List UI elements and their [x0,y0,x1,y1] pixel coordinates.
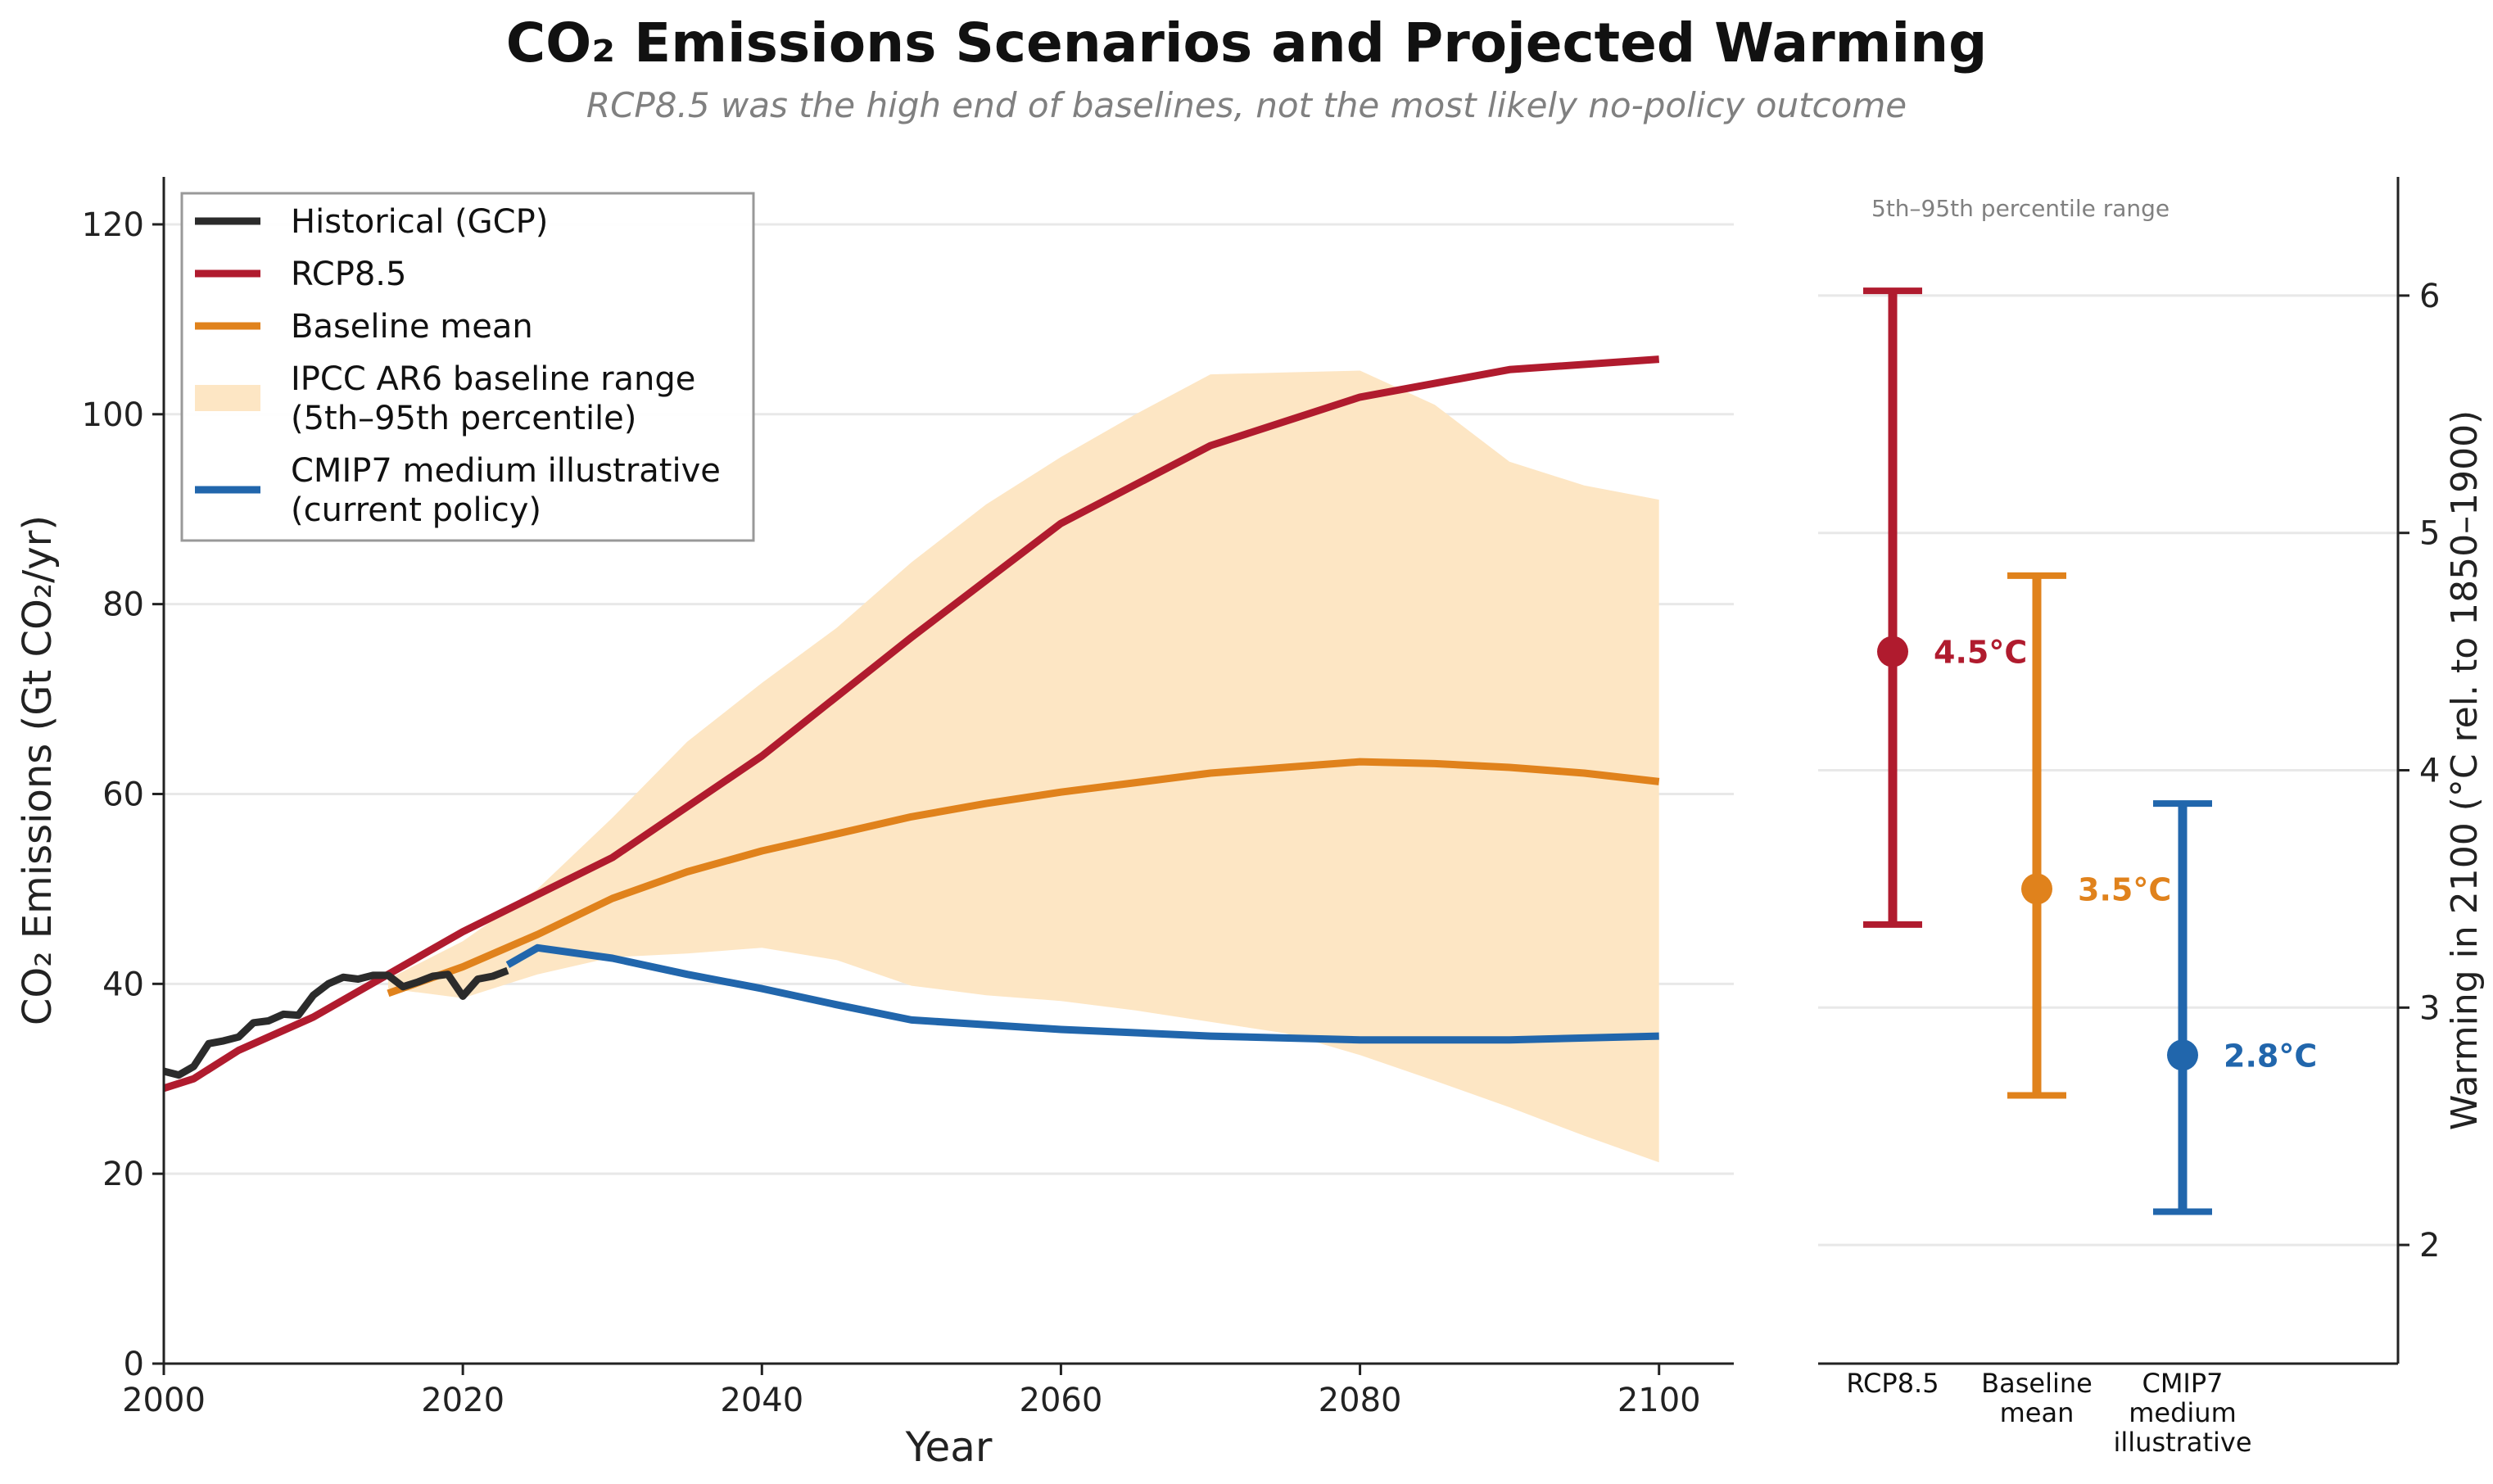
y-tick-label: 40 [102,966,144,1003]
point-cmip7 [2167,1039,2198,1071]
legend: Historical (GCP) RCP8.5 Baseline mean IPCC … [180,192,755,542]
x-tick-label: 2080 [1319,1382,1402,1419]
legend-label-baseline: Baseline mean [291,308,533,346]
x-tick-label: 2040 [720,1382,803,1419]
legend-label-cmip7: (current policy) [291,491,541,529]
chart-subtitle: RCP8.5 was the high end of baselines, no… [586,85,1907,125]
x-axis-title: Year [905,1423,993,1471]
legend-label-range_fill: (5th–95th percentile) [291,400,636,437]
y-tick-label: 3 [2419,989,2440,1027]
legend-swatch-range_fill [195,385,260,411]
category-label-cmip7: CMIP7 [2142,1368,2223,1399]
legend-label-historical: Historical (GCP) [291,203,548,241]
legend-label-range_fill: IPCC AR6 baseline range [291,360,695,398]
series-line-rcp85 [162,355,1660,1093]
series-line-baseline [387,758,1660,998]
category-label-baseline: Baseline [1981,1368,2093,1399]
point-rcp85 [1877,636,1908,667]
y-tick-label: 120 [82,206,144,244]
chart-title: CO₂ Emissions Scenarios and Projected Wa… [505,11,1988,75]
series-line-historical [162,966,509,1079]
percentile-note: 5th–95th percentile range [1871,195,2169,222]
y-tick-label: 100 [82,396,144,434]
y-tick-label: 20 [102,1156,144,1193]
category-label-baseline: mean [2000,1397,2074,1428]
point-baseline [2021,873,2052,905]
x-tick-label: 2020 [421,1382,504,1419]
y-tick-label: 60 [102,776,144,813]
legend-label-cmip7: CMIP7 medium illustrative [291,452,721,490]
category-label-cmip7: illustrative [2114,1427,2252,1458]
y-tick-label: 6 [2419,278,2440,315]
y-tick-label: 5 [2419,515,2440,553]
y-axis-title: Warming in 2100 (°C rel. to 1850–1900) [2444,410,2486,1130]
value-label-rcp85: 4.5°C [1934,635,2027,671]
baseline-range-band [387,370,1659,1163]
x-tick-label: 2000 [122,1382,206,1419]
category-label-rcp85: RCP8.5 [1846,1368,1939,1399]
x-tick-label: 2060 [1020,1382,1103,1419]
y-axis-title: CO₂ Emissions (Gt CO₂/yr) [15,515,61,1025]
value-label-cmip7: 2.8°C [2224,1038,2317,1074]
legend-box [180,192,755,542]
y-tick-label: 80 [102,586,144,624]
category-label-cmip7: medium [2129,1397,2237,1428]
y-tick-label: 4 [2419,753,2440,790]
y-tick-label: 2 [2419,1227,2440,1265]
x-tick-label: 2100 [1618,1382,1701,1419]
y-tick-label: 0 [124,1346,144,1383]
series-line-cmip7 [505,943,1659,1044]
value-label-baseline: 3.5°C [2078,871,2171,907]
legend-label-rcp85: RCP8.5 [291,256,406,293]
